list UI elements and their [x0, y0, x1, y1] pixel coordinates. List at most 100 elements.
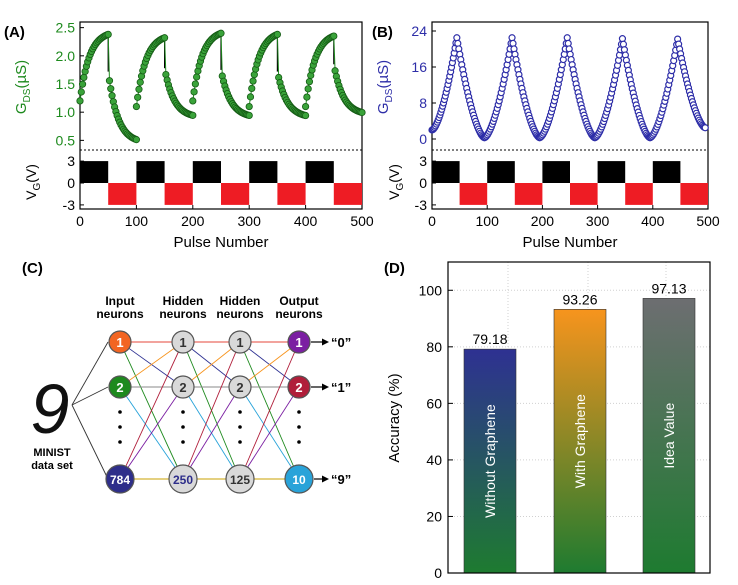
- network-connection: [119, 341, 184, 388]
- output-neuron-10: [284, 464, 314, 494]
- panel-b-y-tick-label: 16: [411, 59, 427, 75]
- header-output-line1: Output: [279, 294, 318, 308]
- panel-b-y-tick-label: 8: [419, 95, 427, 111]
- panel-a-data-point: [132, 102, 140, 111]
- panel-b-pulse-y-label: VG(V): [386, 164, 406, 200]
- output-neuron-2: [287, 375, 311, 399]
- panel-a-data-point: [191, 80, 199, 88]
- panel-a-x-tick-label: 500: [350, 213, 374, 229]
- panel-label-a: (A): [4, 24, 25, 41]
- output-neuron-1: [287, 330, 311, 354]
- panel-a-x-tick-label: 300: [238, 213, 262, 229]
- panel-a-data-point: [189, 111, 197, 119]
- panel-a-data-point: [245, 102, 253, 111]
- panel-a-data-point: [108, 92, 116, 100]
- panel-a-data-point: [248, 84, 256, 93]
- header-hidden2-line1: Hidden: [220, 294, 261, 308]
- panel-a-data-point: [303, 93, 311, 101]
- panel-b-pulse-tick-label: 3: [419, 153, 427, 169]
- output-neuron-2-label: 2: [295, 380, 302, 395]
- hidden2-neuron-1: [228, 330, 252, 354]
- hidden1-neuron-1: [171, 330, 195, 354]
- header-hidden1-line1: Hidden: [163, 294, 204, 308]
- panel-d-bars: 79.18 Without Graphene 93.26 With Graphene 9…: [463, 280, 696, 574]
- panel-a-pulse-ticks: 3 0 -3: [63, 153, 84, 213]
- panel-b-pulse-negative: [680, 183, 708, 205]
- hidden2-neuron-2: [228, 375, 252, 399]
- panel-a-pulse-tick-label: 3: [67, 153, 75, 169]
- panel-a-pulse-train: [80, 161, 362, 205]
- panel-a-y-tick-label: 2.5: [56, 20, 76, 36]
- panel-a-data-point: [358, 108, 366, 117]
- input-neuron-784-label: 784: [110, 473, 130, 487]
- network-connection: [119, 341, 184, 480]
- panel-a-data-point: [305, 78, 314, 86]
- panel-b-pulse-tick-label: 0: [419, 175, 427, 191]
- network-connection: [239, 386, 300, 480]
- panel-b-pulse-positive: [652, 161, 681, 183]
- panel-b-pulse-positive: [487, 161, 515, 183]
- output-label-1: “1”: [331, 380, 351, 395]
- panel-a-data-point: [134, 93, 142, 101]
- panel-label-c: (C): [22, 260, 43, 277]
- panel-a-data-point: [245, 111, 253, 120]
- panel-d-category-label: With Graphene: [572, 394, 588, 488]
- panel-b-pulse-positive: [542, 161, 570, 183]
- panel-d-category-label: Idea Value: [661, 403, 677, 469]
- hidden1-neuron-2-label: 2: [179, 380, 186, 395]
- panel-a-pulse-negative: [221, 183, 250, 205]
- panel-d-value-label: 93.26: [562, 291, 597, 307]
- panel-d-y-tick-label: 80: [426, 339, 442, 355]
- panel-d-bar: [463, 348, 517, 574]
- panel-b-pulse-positive: [597, 161, 626, 183]
- panel-a-data-point: [77, 88, 85, 96]
- panel-b-x-tick-label: 400: [641, 213, 665, 229]
- network-connection: [182, 386, 241, 480]
- output-label-0: “0”: [331, 335, 351, 350]
- panel-b-y-label: GDS(µS): [375, 60, 395, 114]
- network-connection: [182, 341, 241, 480]
- header-hidden2-line2: neurons: [216, 307, 264, 321]
- panel-d-y-tick-label: 60: [426, 395, 442, 411]
- panel-b-x-tick-label: 100: [476, 213, 500, 229]
- panel-a-data-point: [301, 102, 310, 111]
- panel-b-y-ticks: 0 8 16 24: [411, 23, 436, 147]
- panel-b-pulse-ticks: 3 0 -3: [415, 153, 436, 213]
- hidden2-neuron-125-label: 125: [230, 473, 250, 487]
- hidden2-neuron-2-label: 2: [236, 380, 243, 395]
- panel-a-y-tick-label: 1.0: [56, 104, 76, 120]
- panel-b-pulse-negative: [570, 183, 598, 205]
- panel-a-pulse-negative: [277, 183, 306, 205]
- header-hidden1-line2: neurons: [159, 307, 207, 321]
- input-neuron-1-label: 1: [116, 335, 123, 350]
- panel-a-data-point: [217, 29, 225, 37]
- input-neuron-2-label: 2: [116, 380, 123, 395]
- panel-a-data-point: [80, 73, 88, 82]
- panel-b-x-tick-label: 0: [428, 213, 436, 229]
- header-input-line2: neurons: [96, 307, 144, 321]
- panel-b-y-tick-label: 0: [419, 131, 427, 147]
- panel-d-bar: [553, 309, 607, 574]
- panel-a-x-tick-label: 100: [125, 213, 149, 229]
- network-ellipsis-dots: [118, 410, 301, 444]
- panel-d-value-label: 97.13: [651, 280, 686, 296]
- dataset-label-line1: MINIST: [33, 447, 71, 459]
- panel-a-data-point: [330, 32, 338, 40]
- panel-label-d: (D): [384, 260, 405, 277]
- panel-b-x-label: Pulse Number: [522, 234, 617, 251]
- panel-b-x-tick-label: 300: [586, 213, 610, 229]
- panel-d-y-tick-label: 100: [419, 282, 443, 298]
- panel-d-y-tick-label: 20: [426, 508, 442, 524]
- panel-a-y-tick-label: 0.5: [56, 132, 76, 148]
- panel-d-y-ticks: 0 20 40 60 80 100: [419, 282, 453, 581]
- panel-label-b: (B): [372, 24, 393, 41]
- input-neuron-1: [108, 330, 132, 354]
- panel-a-x-tick-label: 200: [181, 213, 205, 229]
- panel-d-y-label: Accuracy (%): [386, 373, 403, 462]
- panel-a-pulse-tick-label: 0: [67, 175, 75, 191]
- panel-a-data-point: [107, 85, 115, 93]
- panel-b-data-point: [508, 34, 516, 42]
- network-connections: [71, 341, 300, 480]
- panel-a-data-points: [76, 29, 366, 144]
- panel-a-pulse-positive: [192, 161, 221, 183]
